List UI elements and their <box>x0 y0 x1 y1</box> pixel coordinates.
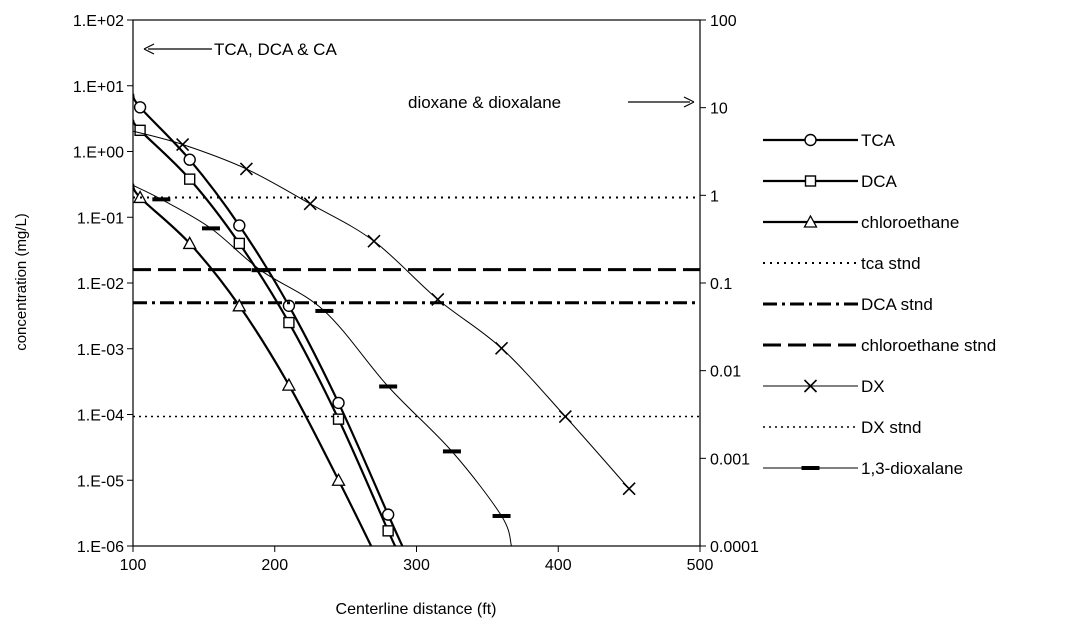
data-point <box>382 525 394 537</box>
series-line <box>133 183 373 546</box>
legend-item: TCA <box>763 131 896 150</box>
legend-item: 1,3-dioxalane <box>763 459 963 478</box>
y-left-tick-label: 1.E-04 <box>77 408 124 425</box>
data-point <box>315 308 334 313</box>
data-point <box>134 124 146 137</box>
y-right-tick-label: 0.0001 <box>710 539 759 556</box>
data-point <box>282 299 296 313</box>
legend-item: DCA <box>763 172 898 191</box>
legend-marker <box>801 466 820 470</box>
data-point <box>233 237 246 250</box>
axes: 100 200 300 400 500 1.E+02 1.E+01 1.E+00 1.E-01 1… <box>73 13 759 574</box>
legend-marker <box>804 133 817 147</box>
data-point <box>283 316 295 329</box>
y-left-tick-label: 1.E-06 <box>77 539 124 556</box>
annotation-right-arrowhead <box>683 96 695 108</box>
data-point <box>183 153 196 166</box>
data-point <box>232 298 247 312</box>
x-tick-label: 400 <box>545 557 572 574</box>
legend-label: DCA stnd <box>861 295 933 314</box>
data-point <box>152 197 171 202</box>
series-tca <box>133 93 404 546</box>
data-point <box>494 341 509 355</box>
series-line <box>133 184 512 546</box>
legend-label: DX stnd <box>861 418 921 437</box>
data-point <box>233 219 246 232</box>
y-left-tick-label: 1.E-03 <box>77 342 124 359</box>
data-point <box>331 472 346 486</box>
legend-item: chloroethane <box>763 213 959 232</box>
x-tick-label: 100 <box>120 557 147 574</box>
legend-label: chloroethane stnd <box>861 336 996 355</box>
series-dx <box>133 130 636 496</box>
legend-item: DX stnd <box>763 418 921 437</box>
y-left-tick-label: 1.E-05 <box>77 473 124 490</box>
y-left-tick-label: 1.E-01 <box>77 210 124 227</box>
data-point <box>332 396 345 410</box>
y-left-tick-label: 1.E-02 <box>77 276 124 293</box>
y-right-tick-label: 1 <box>710 188 719 205</box>
data-point <box>182 236 197 250</box>
legend-marker <box>804 175 817 187</box>
data-point <box>332 413 345 425</box>
data-point <box>622 482 636 496</box>
legend-label: tca stnd <box>861 254 921 273</box>
legend-item: DCA stnd <box>763 295 933 314</box>
legend-item: tca stnd <box>763 254 921 273</box>
y-right-tick-label: 0.001 <box>710 451 750 468</box>
legend-item: chloroethane stnd <box>763 336 996 355</box>
legend-item: DX <box>763 377 885 396</box>
series-chloroethane <box>133 183 373 546</box>
data-point <box>367 234 381 248</box>
data-point <box>442 449 461 454</box>
y-right-tick-label: 0.01 <box>710 364 741 381</box>
annotation-left-axis: TCA, DCA & CA <box>214 40 337 59</box>
data-point <box>239 162 253 176</box>
x-tick-label: 500 <box>687 557 714 574</box>
series-line <box>133 93 404 546</box>
data-point <box>492 513 511 518</box>
y-axis-label: concentration (mg/L) <box>13 213 30 351</box>
legend-label: 1,3-dioxalane <box>861 459 963 478</box>
data-point <box>183 173 196 185</box>
y-left-tick-label: 1.E+01 <box>73 79 124 96</box>
series-dca <box>133 119 397 546</box>
x-tick-label: 200 <box>261 557 288 574</box>
y-left-tick-label: 1.E+02 <box>73 13 124 30</box>
x-tick-label: 300 <box>403 557 430 574</box>
annotation-right-axis: dioxane & dioxalane <box>408 93 561 112</box>
legend: TCA DCA chloroethane tca stnd DCA stnd chloro… <box>763 131 996 478</box>
data-point <box>431 292 445 306</box>
series-line <box>133 130 630 490</box>
series-layer <box>133 93 700 546</box>
data-point <box>281 377 297 391</box>
data-point <box>303 197 317 211</box>
legend-marker <box>803 379 818 393</box>
y-right-tick-label: 10 <box>710 101 728 118</box>
y-right-tick-label: 0.1 <box>710 276 732 293</box>
annotation-left-arrowhead <box>143 43 155 55</box>
y-right-tick-label: 100 <box>710 13 737 30</box>
legend-label: DCA <box>861 172 898 191</box>
series-1-3-dioxalane <box>133 184 512 546</box>
series-line <box>133 119 397 546</box>
data-point <box>201 226 220 231</box>
data-point <box>133 101 147 114</box>
legend-marker <box>803 214 818 228</box>
data-point <box>379 384 398 389</box>
legend-label: TCA <box>861 131 896 150</box>
legend-label: DX <box>861 377 885 396</box>
data-point <box>176 137 190 152</box>
legend-label: chloroethane <box>861 213 959 232</box>
y-left-tick-label: 1.E+00 <box>73 145 124 162</box>
x-axis-label: Centerline distance (ft) <box>336 601 497 618</box>
data-point <box>381 508 395 521</box>
data-point <box>251 268 270 273</box>
